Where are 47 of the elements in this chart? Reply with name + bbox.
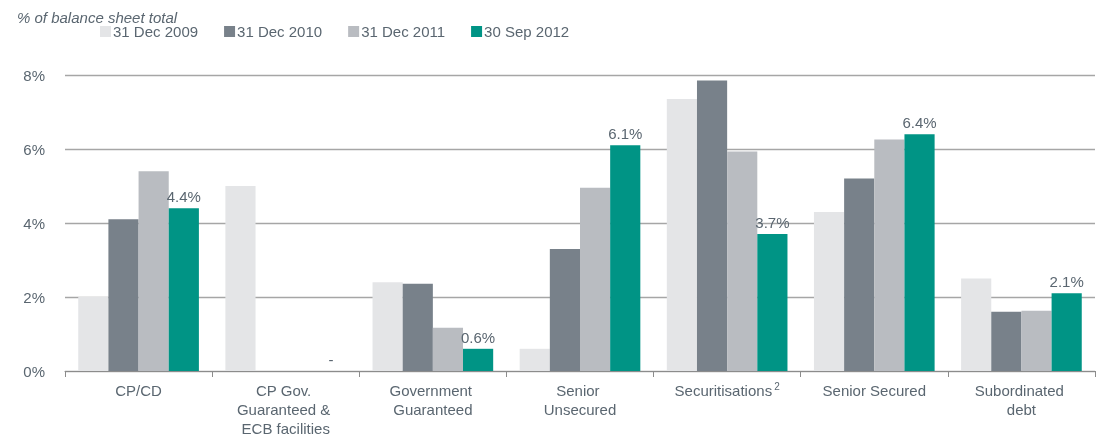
bar [225, 186, 256, 371]
bar [549, 248, 580, 371]
y-tick-label: 6% [23, 140, 45, 158]
y-axis-title: % of balance sheet total [17, 9, 178, 26]
data-label: 6.1% [608, 125, 643, 143]
bar [874, 139, 905, 371]
bar [1021, 310, 1052, 371]
bar [519, 348, 550, 371]
bar [610, 145, 641, 371]
y-tick-label: 2% [23, 288, 45, 306]
legend-label: 30 Sep 2012 [484, 23, 570, 40]
bar [580, 187, 611, 371]
bar [168, 208, 199, 371]
x-tick-label: CP Gov. Guaranteed & ECB facilities [236, 382, 335, 437]
legend-label: 31 Dec 2009 [113, 23, 199, 40]
x-tick-label: Senior Secured [822, 382, 926, 399]
data-label: 6.4% [902, 114, 937, 132]
bar [108, 219, 139, 371]
bar [402, 283, 433, 371]
bar [727, 151, 758, 371]
y-tick-label: 8% [23, 66, 45, 84]
bar [844, 178, 875, 371]
data-label: 4.4% [166, 188, 201, 206]
legend-label: 31 Dec 2010 [237, 23, 323, 40]
bar [372, 282, 403, 371]
data-label: 3.7% [755, 214, 790, 232]
x-tick-label: Subordinated debt [974, 382, 1069, 418]
y-tick-label: 4% [23, 214, 45, 232]
data-label: 2.1% [1049, 273, 1084, 291]
bar [696, 80, 728, 371]
bar [666, 99, 697, 371]
legend-label: 31 Dec 2011 [361, 23, 446, 40]
bar [904, 134, 935, 371]
bar [813, 211, 845, 371]
bar [961, 278, 992, 371]
bar [757, 234, 788, 371]
x-tick-label: Senior Unsecured [543, 382, 617, 418]
bar [1051, 293, 1082, 371]
x-tick-label: Government Guaranteed [389, 382, 477, 418]
x-tick-label: CP/CD [115, 382, 163, 399]
bar [991, 311, 1022, 371]
bar [463, 348, 494, 371]
bar [78, 297, 109, 371]
bar [138, 171, 169, 371]
y-tick-label: 0% [23, 362, 45, 380]
annotation: - [328, 351, 334, 368]
data-label: 0.6% [461, 328, 496, 346]
